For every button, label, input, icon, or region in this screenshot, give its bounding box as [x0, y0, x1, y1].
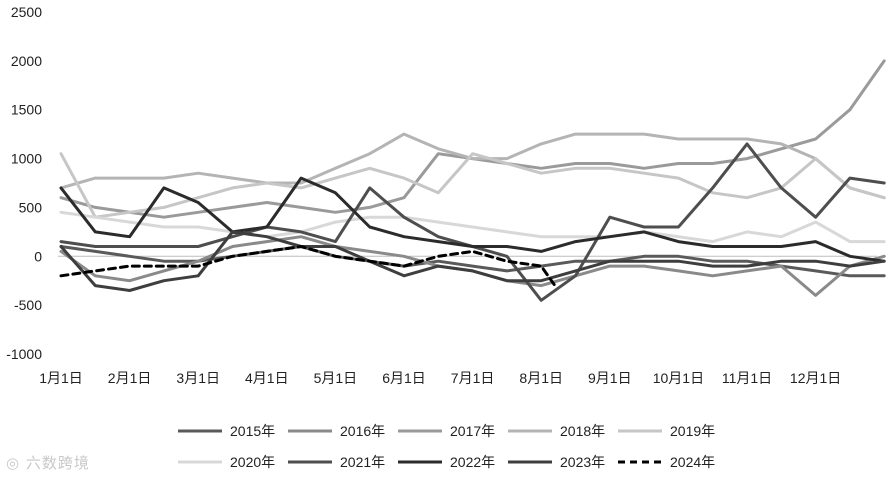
- y-tick-label: 1500: [11, 102, 42, 118]
- x-tick-label: 1月1日: [39, 370, 83, 386]
- x-tick-label: 12月1日: [790, 370, 841, 386]
- legend: 2015年 2016年 2017年 2018年 2019年 2020年 2021年 2022年…: [178, 423, 715, 470]
- watermark-logo: ◎ 六数跨境: [6, 454, 90, 472]
- legend-label: 2015年: [230, 423, 275, 439]
- x-tick-label: 6月1日: [382, 370, 426, 386]
- legend-label: 2017年: [450, 423, 495, 439]
- series-line-2018年: [59, 132, 886, 200]
- x-tick-label: 10月1日: [653, 370, 704, 386]
- legend-label: 2016年: [340, 423, 385, 439]
- x-tick-label: 4月1日: [245, 370, 289, 386]
- y-tick-label: -1000: [6, 346, 42, 362]
- series-line-2019年: [59, 152, 886, 219]
- series-line-2023年: [59, 230, 886, 292]
- x-tick-label: 5月1日: [314, 370, 358, 386]
- x-tick-label: 8月1日: [519, 370, 563, 386]
- x-tick-label: 7月1日: [451, 370, 495, 386]
- legend-label: 2019年: [670, 423, 715, 439]
- x-tick-label: 11月1日: [722, 370, 772, 386]
- y-tick-label: 2000: [11, 53, 42, 69]
- legend-label: 2021年: [340, 454, 385, 470]
- x-tick-label: 9月1日: [588, 370, 632, 386]
- series-line-2020年: [59, 210, 886, 244]
- y-tick-label: 0: [34, 248, 42, 264]
- series-line-2024年: [59, 245, 557, 288]
- legend-label: 2024年: [670, 454, 715, 470]
- legend-label: 2018年: [560, 423, 605, 439]
- x-tick-label: 2月1日: [108, 370, 152, 386]
- legend-label: 2023年: [560, 454, 605, 470]
- series-line-2022年: [59, 176, 886, 263]
- y-tick-label: 1000: [11, 151, 42, 167]
- x-tick-label: 3月1日: [176, 370, 220, 386]
- axis-layer: -1000 -500 0 500 1000 1500 2000 2500 1月1日 2月1日 3月1…: [6, 4, 877, 386]
- y-tick-label: 2500: [11, 4, 42, 20]
- y-tick-label: -500: [14, 297, 42, 313]
- series-layer: [59, 59, 886, 302]
- y-tick-label: 500: [19, 199, 43, 215]
- legend-label: 2022年: [450, 454, 495, 470]
- legend-label: 2020年: [230, 454, 275, 470]
